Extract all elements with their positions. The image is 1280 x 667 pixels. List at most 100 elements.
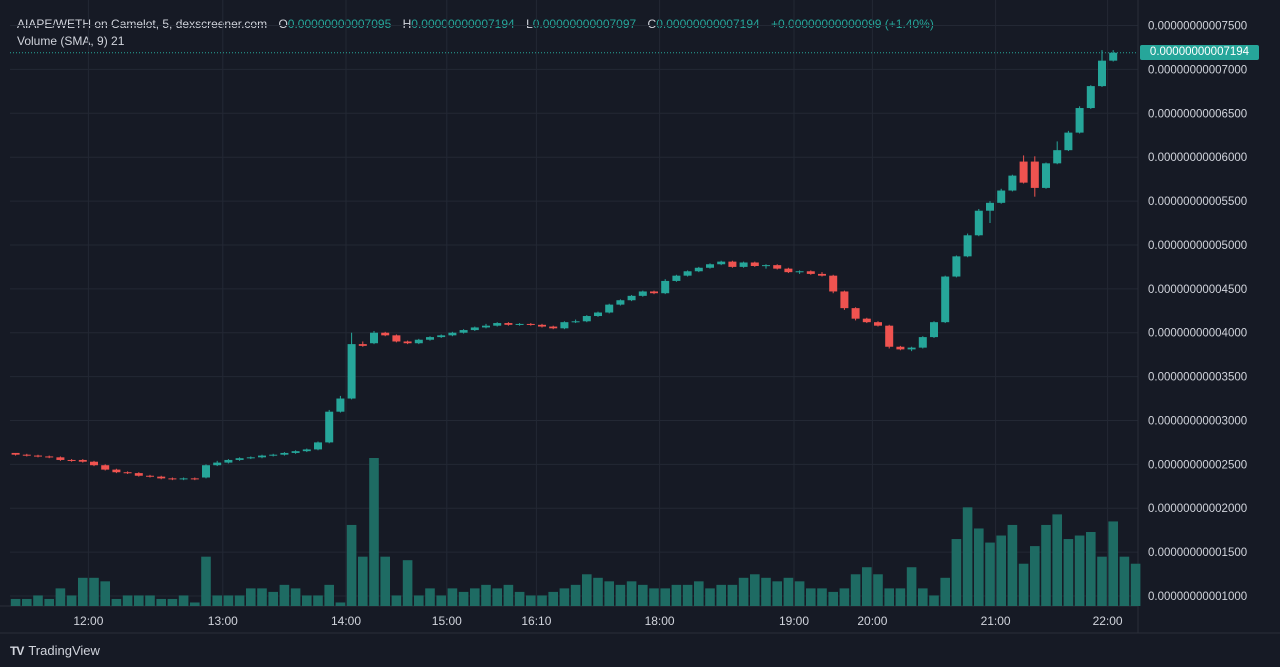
volume-bar bbox=[234, 595, 245, 606]
candle-body bbox=[952, 256, 961, 277]
candle-body bbox=[851, 308, 860, 319]
candle-body bbox=[986, 202, 994, 211]
candle-body bbox=[616, 300, 625, 305]
volume-bar bbox=[996, 535, 1006, 606]
volume-bar bbox=[626, 581, 637, 606]
candle-body bbox=[459, 330, 468, 333]
volume-bar bbox=[873, 574, 883, 606]
candle-body bbox=[381, 332, 390, 336]
volume-bar bbox=[649, 588, 659, 606]
change-value: +0.00000000000099 (+1.40%) bbox=[771, 17, 934, 31]
candle-body bbox=[1053, 150, 1062, 164]
volume-bar bbox=[492, 588, 502, 606]
candle-body bbox=[56, 457, 65, 460]
candle-body bbox=[594, 312, 602, 317]
candle-body bbox=[314, 442, 322, 450]
time-axis-label: 14:00 bbox=[331, 614, 361, 628]
candle-body bbox=[291, 451, 300, 453]
volume-bar bbox=[358, 556, 368, 606]
high-value: 0.00000000007194 bbox=[411, 17, 515, 31]
symbol-title: AIAPE/WETH on Camelot, 5, dexscreener.co… bbox=[17, 17, 268, 31]
candle-body bbox=[123, 472, 132, 474]
candle-body bbox=[347, 344, 356, 399]
volume-bar bbox=[212, 595, 222, 606]
candle-body bbox=[235, 458, 244, 460]
volume-bar bbox=[145, 595, 155, 606]
volume-bar bbox=[481, 584, 491, 606]
volume-bar bbox=[223, 595, 234, 606]
volume-bar bbox=[593, 577, 603, 606]
candle-body bbox=[1098, 60, 1106, 87]
volume-bar bbox=[369, 458, 379, 606]
candle-body bbox=[784, 268, 793, 273]
candle-body bbox=[571, 321, 580, 323]
volume-bar bbox=[268, 591, 278, 606]
volume-bar bbox=[134, 595, 144, 606]
open-value: 0.00000000007095 bbox=[287, 17, 392, 31]
candle-body bbox=[179, 478, 188, 480]
candle-body bbox=[392, 335, 401, 342]
candle-body bbox=[370, 332, 378, 344]
time-axis-label: 18:00 bbox=[645, 614, 675, 628]
volume-bar bbox=[436, 595, 446, 606]
volume-bar bbox=[582, 574, 592, 606]
candle-body bbox=[538, 324, 546, 327]
volume-bar bbox=[290, 588, 301, 606]
candle-body bbox=[280, 452, 289, 455]
candle-body bbox=[482, 325, 490, 328]
high-label: H bbox=[402, 17, 412, 31]
volume-bar bbox=[380, 556, 390, 606]
volume-bar bbox=[503, 584, 514, 606]
candle-body bbox=[683, 271, 692, 276]
volume-bar bbox=[66, 595, 77, 606]
tradingview-brand[interactable]: TV TradingView bbox=[10, 643, 100, 658]
price-axis-label: 0.00000000002000 bbox=[1148, 503, 1247, 515]
volume-bar bbox=[89, 577, 99, 606]
candle-body bbox=[146, 475, 154, 477]
volume-bar bbox=[526, 595, 536, 606]
volume-bar bbox=[1041, 524, 1051, 606]
candle-body bbox=[246, 457, 255, 459]
candle-body bbox=[426, 337, 434, 340]
volume-bar bbox=[761, 577, 771, 606]
volume-bar bbox=[727, 584, 738, 606]
volume-bar bbox=[884, 588, 894, 606]
candle-body bbox=[885, 325, 894, 347]
candle-body bbox=[997, 190, 1006, 203]
candle-body bbox=[762, 265, 770, 267]
candle-body bbox=[582, 316, 591, 322]
candle-body bbox=[627, 295, 636, 301]
candle-body bbox=[101, 465, 110, 470]
candle-body bbox=[325, 411, 334, 443]
candle-body bbox=[728, 261, 737, 267]
volume-bar bbox=[22, 598, 32, 606]
volume-bar bbox=[122, 595, 133, 606]
candle-body bbox=[258, 455, 266, 458]
candle-body bbox=[448, 332, 457, 336]
volume-bar bbox=[1119, 556, 1130, 606]
price-axis-label: 0.00000000001500 bbox=[1148, 547, 1247, 559]
volume-bar bbox=[705, 588, 715, 606]
price-axis-label: 0.00000000002500 bbox=[1148, 459, 1247, 471]
candle-body bbox=[773, 265, 782, 269]
candle-body bbox=[493, 323, 502, 326]
volume-bar bbox=[839, 588, 850, 606]
price-axis-label: 0.00000000003500 bbox=[1148, 372, 1247, 384]
volume-bar bbox=[918, 588, 928, 606]
candle-body bbox=[806, 271, 815, 274]
volume-bar bbox=[682, 584, 693, 606]
volume-bar bbox=[783, 577, 794, 606]
volume-bar bbox=[44, 598, 54, 606]
volume-bar bbox=[1063, 539, 1074, 606]
price-axis-label: 0.00000000003000 bbox=[1148, 415, 1247, 427]
candle-body bbox=[1019, 161, 1028, 183]
candle-body bbox=[414, 339, 423, 344]
volume-bar bbox=[470, 588, 480, 606]
tradingview-logo-icon: TV bbox=[10, 643, 24, 658]
candle-body bbox=[963, 235, 972, 257]
low-value: 0.00000000007097 bbox=[532, 17, 637, 31]
volume-bar bbox=[302, 595, 312, 606]
candle-body bbox=[269, 454, 278, 456]
volume-bar bbox=[1108, 521, 1118, 606]
